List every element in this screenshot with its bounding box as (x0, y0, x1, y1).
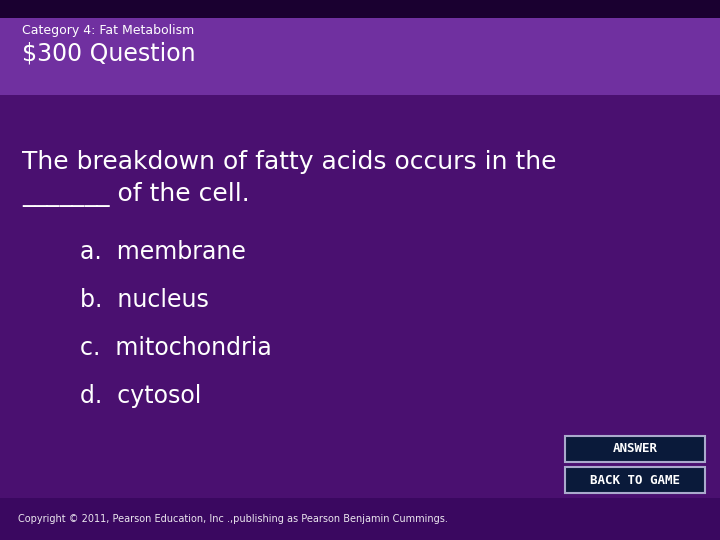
FancyBboxPatch shape (565, 467, 705, 493)
Text: c.  mitochondria: c. mitochondria (80, 336, 271, 360)
Text: _______ of the cell.: _______ of the cell. (22, 182, 250, 207)
Bar (0, 498, 720, 540)
Text: The breakdown of fatty acids occurs in the: The breakdown of fatty acids occurs in t… (22, 150, 557, 174)
Text: Copyright © 2011, Pearson Education, Inc .,publishing as Pearson Benjamin Cummin: Copyright © 2011, Pearson Education, Inc… (18, 514, 448, 524)
Text: b.  nucleus: b. nucleus (80, 288, 209, 312)
Text: d.  cytosol: d. cytosol (80, 384, 202, 408)
Text: $300 Question: $300 Question (22, 42, 196, 66)
Bar (0, 0, 720, 18)
FancyBboxPatch shape (565, 436, 705, 462)
Bar (0, 95, 720, 498)
Text: ANSWER: ANSWER (613, 442, 657, 456)
Bar (0, 18, 720, 95)
Text: BACK TO GAME: BACK TO GAME (590, 474, 680, 487)
Text: a.  membrane: a. membrane (80, 240, 246, 264)
Text: Category 4: Fat Metabolism: Category 4: Fat Metabolism (22, 24, 194, 37)
